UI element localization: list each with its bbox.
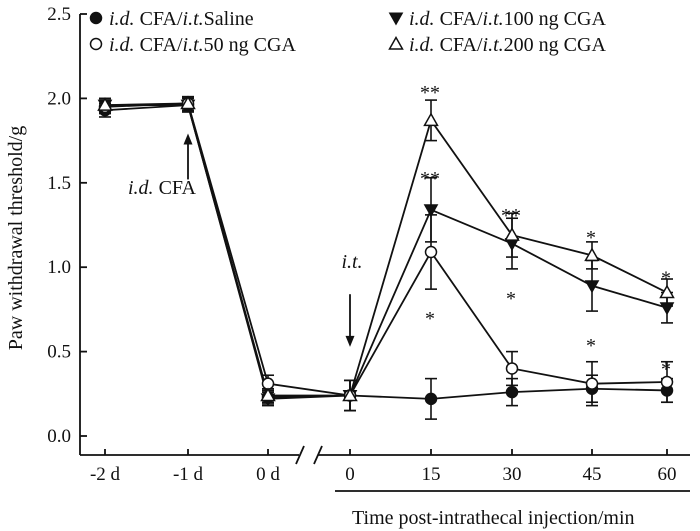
x-tick-label: 60	[658, 464, 677, 485]
x-tick-label: -1 d	[173, 464, 204, 485]
annotation-id-cfa: i.d. CFA	[128, 177, 197, 199]
significance-mark: **	[501, 205, 521, 227]
data-point	[97, 97, 113, 111]
x-tick-label: 0 d	[256, 464, 280, 485]
series-line	[104, 102, 668, 397]
significance-mark: **	[420, 168, 440, 190]
data-point	[424, 245, 438, 259]
data-markers	[97, 95, 675, 407]
significance-mark: **	[420, 82, 440, 104]
x-tick-label: 0	[345, 464, 355, 485]
annotation-it: i.t.	[341, 251, 362, 273]
legend-marker	[89, 11, 103, 25]
y-tick-label: 2.5	[47, 4, 71, 25]
legend-entry: i.d. CFA/i.t.200 ng CGA	[409, 34, 606, 56]
data-point	[584, 280, 600, 294]
legend-marker	[89, 37, 103, 51]
significance-mark: *	[661, 268, 671, 290]
data-point	[505, 362, 519, 375]
arrow-head	[183, 133, 193, 145]
axis-break-mark	[295, 445, 305, 465]
data-point	[659, 302, 675, 316]
legend-entry: i.d. CFA/i.t.50 ng CGA	[109, 34, 296, 56]
legend-marker	[388, 35, 404, 50]
x-tick-label: 30	[503, 464, 522, 485]
series-line	[104, 102, 668, 397]
y-tick-label: 1.5	[47, 173, 71, 194]
data-point	[342, 387, 358, 402]
y-tick-label: 1.0	[47, 257, 71, 278]
data-point	[585, 377, 599, 390]
x-axis-title: Time post-intrathecal injection/min	[352, 507, 635, 529]
series-lines	[104, 102, 668, 400]
significance-mark: *	[586, 335, 596, 357]
x-tick-label: -2 d	[90, 464, 121, 485]
series-line	[105, 104, 668, 400]
legend-entry: i.d. CFA/i.t.100 ng CGA	[409, 8, 606, 30]
x-tick-label: 15	[422, 464, 441, 485]
data-point	[584, 247, 600, 262]
axes: 0.0 0.5 1.0 1.5 2.0 2.5 -2 d -1 d 0 d 0 15 30 45 60	[47, 4, 690, 492]
y-tick-label: 0.0	[47, 426, 71, 447]
data-point	[424, 392, 438, 406]
data-point	[660, 375, 674, 389]
significance-mark: *	[661, 359, 671, 381]
series-line	[104, 104, 668, 400]
data-point	[423, 204, 439, 218]
arrow-head	[345, 335, 355, 347]
legend-marker	[388, 12, 404, 26]
data-point	[423, 112, 439, 127]
legend-entry: i.d. CFA/i.t.Saline	[109, 8, 254, 30]
y-axis-title: Paw withdrawal threshold/g	[5, 126, 27, 350]
y-tick-label: 0.5	[47, 342, 71, 363]
data-point	[659, 284, 675, 299]
significance-mark: *	[586, 227, 596, 249]
legend: i.d. CFA/i.t.Saline i.d. CFA/i.t.50 ng CG…	[89, 8, 606, 56]
data-point	[505, 385, 519, 399]
data-point	[260, 387, 276, 402]
y-tick-label: 2.0	[47, 88, 71, 109]
significance-mark: *	[425, 308, 435, 330]
data-point	[504, 227, 520, 241]
data-point	[180, 95, 196, 110]
significance-mark: *	[506, 288, 516, 310]
axis-break-mark	[313, 445, 323, 465]
x-tick-label: 45	[583, 464, 602, 485]
